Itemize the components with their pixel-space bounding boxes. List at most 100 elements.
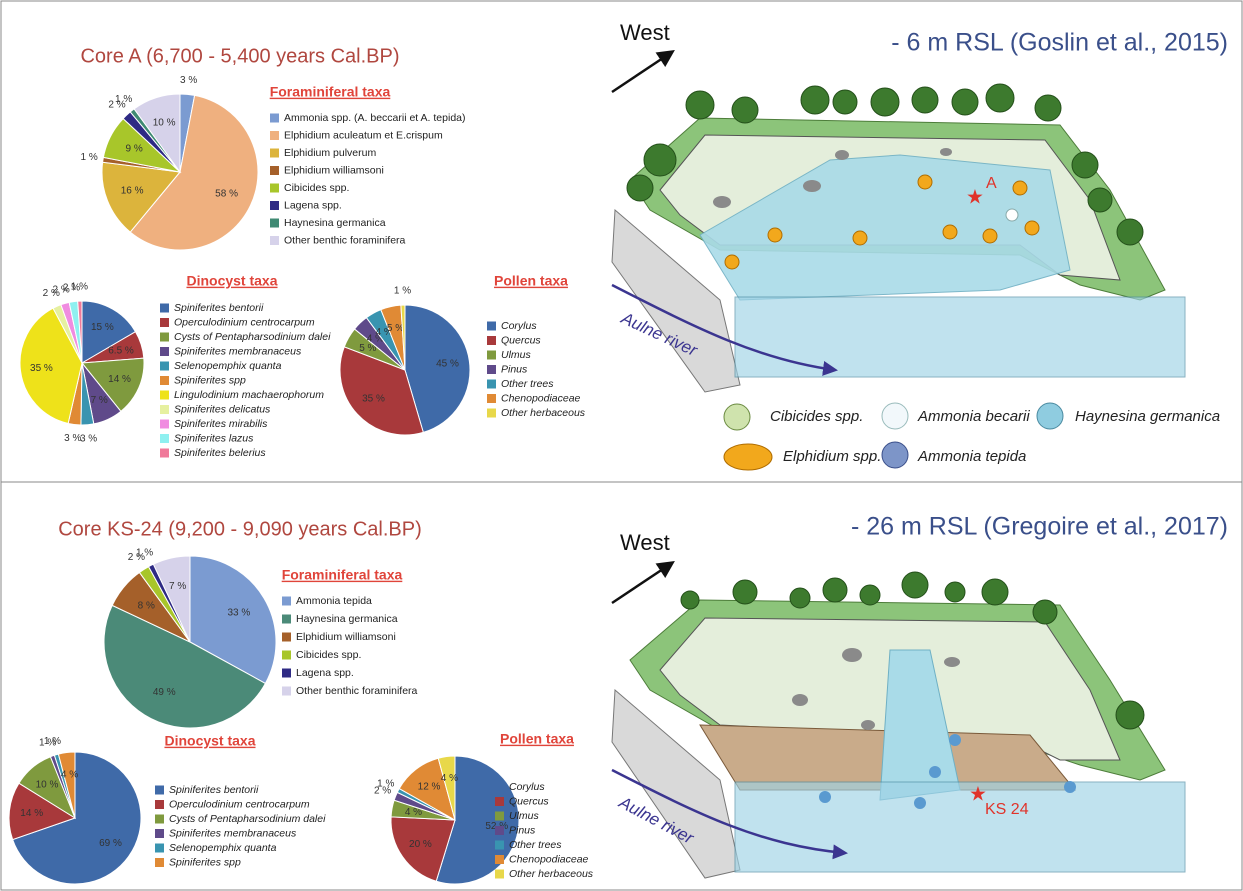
- pie-slice: [81, 300, 137, 364]
- legend-swatch: [160, 332, 169, 342]
- panel-border: [0, 481, 1243, 891]
- legend-label: Selenopemphix quanta: [174, 360, 282, 372]
- legend-label: Elphidium aculeatum et E.crispum: [284, 129, 443, 141]
- landscape-diagram: West - 26 m RSL (Gregoire et al., 2017) …: [611, 513, 1228, 879]
- chart-title: Pollen taxa: [500, 731, 574, 747]
- site-star: ★: [969, 783, 987, 805]
- value-label: 2 %: [108, 100, 125, 111]
- legend-swatch: [270, 148, 279, 158]
- site-label: A: [986, 175, 997, 192]
- value-label: 1 %: [394, 286, 411, 297]
- legend-swatch: [495, 869, 504, 879]
- value-label: 20 %: [409, 839, 432, 850]
- value-label: 1 %: [81, 152, 98, 163]
- species-legend: Cibicides spp.: [770, 408, 863, 425]
- legend-swatch: [487, 350, 496, 360]
- legend-label: Ammonia spp. (A. beccarii et A. tepida): [284, 112, 466, 124]
- species-legend: Haynesina germanica: [1075, 408, 1220, 425]
- value-label: 2 %: [128, 552, 145, 563]
- legend-swatch: [487, 365, 496, 374]
- legend-label: Lagena spp.: [296, 667, 354, 679]
- value-label: 2 %: [374, 786, 391, 797]
- legend-swatch: [160, 347, 169, 356]
- pie-slice: [81, 357, 145, 413]
- legend-label: Other trees: [509, 839, 562, 851]
- core-title: Core A (6,700 - 5,400 years Cal.BP): [80, 45, 399, 67]
- value-label: 7 %: [91, 395, 108, 406]
- legend-label: Lingulodinium machaerophorum: [174, 389, 324, 401]
- legend-swatch: [282, 686, 291, 696]
- legend-swatch: [160, 318, 169, 327]
- value-label: 69 %: [99, 838, 122, 849]
- legend-label: Haynesina germanica: [296, 613, 398, 625]
- legend-label: Other benthic foraminifera: [296, 685, 418, 697]
- value-label: 9 %: [126, 143, 143, 154]
- value-label: 10 %: [153, 118, 176, 129]
- legend-swatch: [160, 303, 169, 313]
- legend-label: Spiniferites bentorii: [174, 302, 264, 314]
- core-title: Core KS-24 (9,200 - 9,090 years Cal.BP): [58, 518, 422, 540]
- value-label: 4 %: [376, 327, 393, 338]
- legend-label: Pinus: [509, 824, 536, 836]
- legend-label: Ammonia tepida: [296, 595, 372, 607]
- legend-swatch: [160, 376, 169, 385]
- legend-label: Elphidium williamsoni: [296, 631, 396, 643]
- legend-label: Other herbaceous: [509, 868, 594, 880]
- legend-swatch: [495, 855, 504, 864]
- value-label: 12 %: [418, 781, 441, 792]
- legend-label: Cibicides spp.: [296, 649, 361, 661]
- legend-label: Spiniferites delicatus: [174, 403, 271, 415]
- value-label: 58 %: [215, 189, 238, 200]
- legend-swatch: [487, 408, 496, 418]
- legend-label: Lagena spp.: [284, 199, 342, 211]
- value-label: 5 %: [387, 323, 404, 334]
- value-label: 35 %: [30, 363, 53, 374]
- legend-label: Elphidium williamsoni: [284, 164, 384, 176]
- legend-swatch: [160, 434, 169, 443]
- value-label: 6.5 %: [108, 345, 134, 356]
- legend-swatch: [160, 405, 169, 414]
- legend-swatch: [155, 785, 164, 795]
- legend-swatch: [270, 236, 279, 245]
- legend-label: Spiniferites membranaceus: [174, 345, 302, 357]
- legend-label: Other herbaceous: [501, 407, 586, 419]
- chart-title: Dinocyst taxa: [164, 733, 255, 749]
- legend-swatch: [270, 166, 279, 175]
- legend-swatch: [495, 840, 504, 850]
- pie-slice: [437, 755, 456, 821]
- legend-swatch: [155, 800, 164, 809]
- diagram-title: - 6 m RSL (Goslin et al., 2015): [891, 29, 1228, 57]
- legend-label: Spiniferites spp: [174, 374, 246, 386]
- value-label: 14 %: [108, 374, 131, 385]
- legend-swatch: [495, 811, 504, 821]
- legend-swatch: [270, 201, 279, 210]
- legend-label: Cibicides spp.: [284, 182, 349, 194]
- value-label: 3 %: [80, 433, 97, 444]
- landscape-diagram: West - 6 m RSL (Goslin et al., 2015) ★ A…: [611, 20, 1228, 471]
- legend-swatch: [270, 218, 279, 228]
- legend-label: Spiniferites belerius: [174, 447, 266, 459]
- pie-slice: [129, 94, 259, 251]
- value-label: 1 %: [136, 548, 153, 559]
- value-label: 3 %: [64, 433, 81, 444]
- value-label: 1 %: [115, 94, 132, 105]
- pie-slice: [77, 300, 83, 364]
- legend-label: Other trees: [501, 378, 554, 390]
- legend-swatch: [282, 650, 291, 660]
- legend-swatch: [282, 596, 291, 606]
- site-star: ★: [966, 186, 984, 208]
- chart-title: Foraminiferal taxa: [270, 84, 391, 100]
- value-label: 10 %: [36, 779, 59, 790]
- value-label: 14 %: [20, 808, 43, 819]
- pie-slice: [8, 782, 77, 841]
- pie-slice: [133, 93, 181, 174]
- legend-label: Elphidium pulverum: [284, 147, 376, 159]
- species-legend: Ammonia becarii: [917, 408, 1030, 425]
- legend-swatch: [155, 814, 164, 824]
- chart-title: Dinocyst taxa: [186, 273, 277, 289]
- legend-label: Chenopodiaceae: [509, 853, 589, 865]
- legend-swatch: [495, 782, 504, 792]
- value-label: 2 %: [63, 282, 80, 293]
- pie-slice: [11, 751, 142, 885]
- value-label: 49 %: [153, 687, 176, 698]
